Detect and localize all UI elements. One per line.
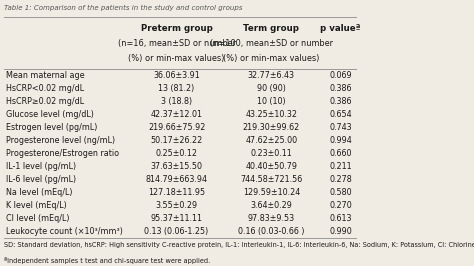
Text: 0.25±0.12: 0.25±0.12 xyxy=(155,149,198,158)
Text: 50.17±26.22: 50.17±26.22 xyxy=(150,136,203,145)
Text: 13 (81.2): 13 (81.2) xyxy=(158,84,195,93)
Text: 42.37±12.01: 42.37±12.01 xyxy=(151,110,202,119)
Text: 219.66±75.92: 219.66±75.92 xyxy=(148,123,205,132)
Text: 90 (90): 90 (90) xyxy=(257,84,286,93)
Text: 219.30±99.62: 219.30±99.62 xyxy=(243,123,300,132)
Text: Na level (mEq/L): Na level (mEq/L) xyxy=(6,188,73,197)
Text: 0.580: 0.580 xyxy=(329,188,352,197)
Text: 10 (10): 10 (10) xyxy=(257,97,286,106)
Text: 127.18±11.95: 127.18±11.95 xyxy=(148,188,205,197)
Text: 40.40±50.79: 40.40±50.79 xyxy=(246,162,297,171)
Text: Glucose level (mg/dL): Glucose level (mg/dL) xyxy=(6,110,94,119)
Text: IL-1 level (pg/mL): IL-1 level (pg/mL) xyxy=(6,162,76,171)
Text: (%) or min-max values): (%) or min-max values) xyxy=(128,54,225,63)
Text: 0.23±0.11: 0.23±0.11 xyxy=(250,149,292,158)
Text: 129.59±10.24: 129.59±10.24 xyxy=(243,188,300,197)
Text: 97.83±9.53: 97.83±9.53 xyxy=(248,214,295,223)
Text: 0.743: 0.743 xyxy=(329,123,352,132)
Text: Term group: Term group xyxy=(243,24,300,33)
Text: Progesterone/Estrogen ratio: Progesterone/Estrogen ratio xyxy=(6,149,119,158)
Text: (n=16, mean±SD or number: (n=16, mean±SD or number xyxy=(118,39,236,48)
Text: Table 1: Comparison of the patients in the study and control groups: Table 1: Comparison of the patients in t… xyxy=(4,5,243,11)
Text: 0.994: 0.994 xyxy=(329,136,352,145)
Text: 0.613: 0.613 xyxy=(329,214,352,223)
Text: 3 (18.8): 3 (18.8) xyxy=(161,97,192,106)
Text: Leukocyte count (×10³/mm³): Leukocyte count (×10³/mm³) xyxy=(6,227,123,236)
Text: 3.55±0.29: 3.55±0.29 xyxy=(155,201,198,210)
Text: 32.77±6.43: 32.77±6.43 xyxy=(248,71,295,80)
Text: HsCRP≥0.02 mg/dL: HsCRP≥0.02 mg/dL xyxy=(6,97,84,106)
Text: 0.069: 0.069 xyxy=(329,71,352,80)
Text: 37.63±15.50: 37.63±15.50 xyxy=(151,162,202,171)
Text: K level (mEq/L): K level (mEq/L) xyxy=(6,201,67,210)
Text: HsCRP<0.02 mg/dL: HsCRP<0.02 mg/dL xyxy=(6,84,84,93)
Text: 814.79±663.94: 814.79±663.94 xyxy=(146,175,208,184)
Text: 0.386: 0.386 xyxy=(329,97,352,106)
Text: Cl level (mEq/L): Cl level (mEq/L) xyxy=(6,214,70,223)
Text: 0.386: 0.386 xyxy=(329,84,352,93)
Text: Mean maternal age: Mean maternal age xyxy=(6,71,85,80)
Text: ªIndependent samples t test and chi-square test were applied.: ªIndependent samples t test and chi-squa… xyxy=(4,256,210,264)
Text: 43.25±10.32: 43.25±10.32 xyxy=(246,110,297,119)
Text: 0.13 (0.06-1.25): 0.13 (0.06-1.25) xyxy=(145,227,209,236)
Text: 0.278: 0.278 xyxy=(329,175,352,184)
Text: SD: Standard deviation, hsCRP: High sensitivity C-reactive protein, IL-1: Interl: SD: Standard deviation, hsCRP: High sens… xyxy=(4,242,474,248)
Text: 47.62±25.00: 47.62±25.00 xyxy=(246,136,297,145)
Text: 95.37±11.11: 95.37±11.11 xyxy=(151,214,202,223)
Text: 3.64±0.29: 3.64±0.29 xyxy=(250,201,292,210)
Text: 744.58±721.56: 744.58±721.56 xyxy=(240,175,302,184)
Text: p valueª: p valueª xyxy=(320,24,361,33)
Text: 0.990: 0.990 xyxy=(329,227,352,236)
Text: (n=100, mean±SD or number: (n=100, mean±SD or number xyxy=(210,39,333,48)
Text: 0.270: 0.270 xyxy=(329,201,352,210)
Text: (%) or min-max values): (%) or min-max values) xyxy=(223,54,319,63)
Text: 0.16 (0.03-0.66 ): 0.16 (0.03-0.66 ) xyxy=(238,227,305,236)
Text: Progesterone level (ng/mL): Progesterone level (ng/mL) xyxy=(6,136,115,145)
Text: 0.654: 0.654 xyxy=(329,110,352,119)
Text: 36.06±3.91: 36.06±3.91 xyxy=(153,71,200,80)
Text: 0.211: 0.211 xyxy=(329,162,352,171)
Text: 0.660: 0.660 xyxy=(329,149,352,158)
Text: IL-6 level (pg/mL): IL-6 level (pg/mL) xyxy=(6,175,76,184)
Text: Estrogen level (pg/mL): Estrogen level (pg/mL) xyxy=(6,123,98,132)
Text: Preterm group: Preterm group xyxy=(141,24,212,33)
